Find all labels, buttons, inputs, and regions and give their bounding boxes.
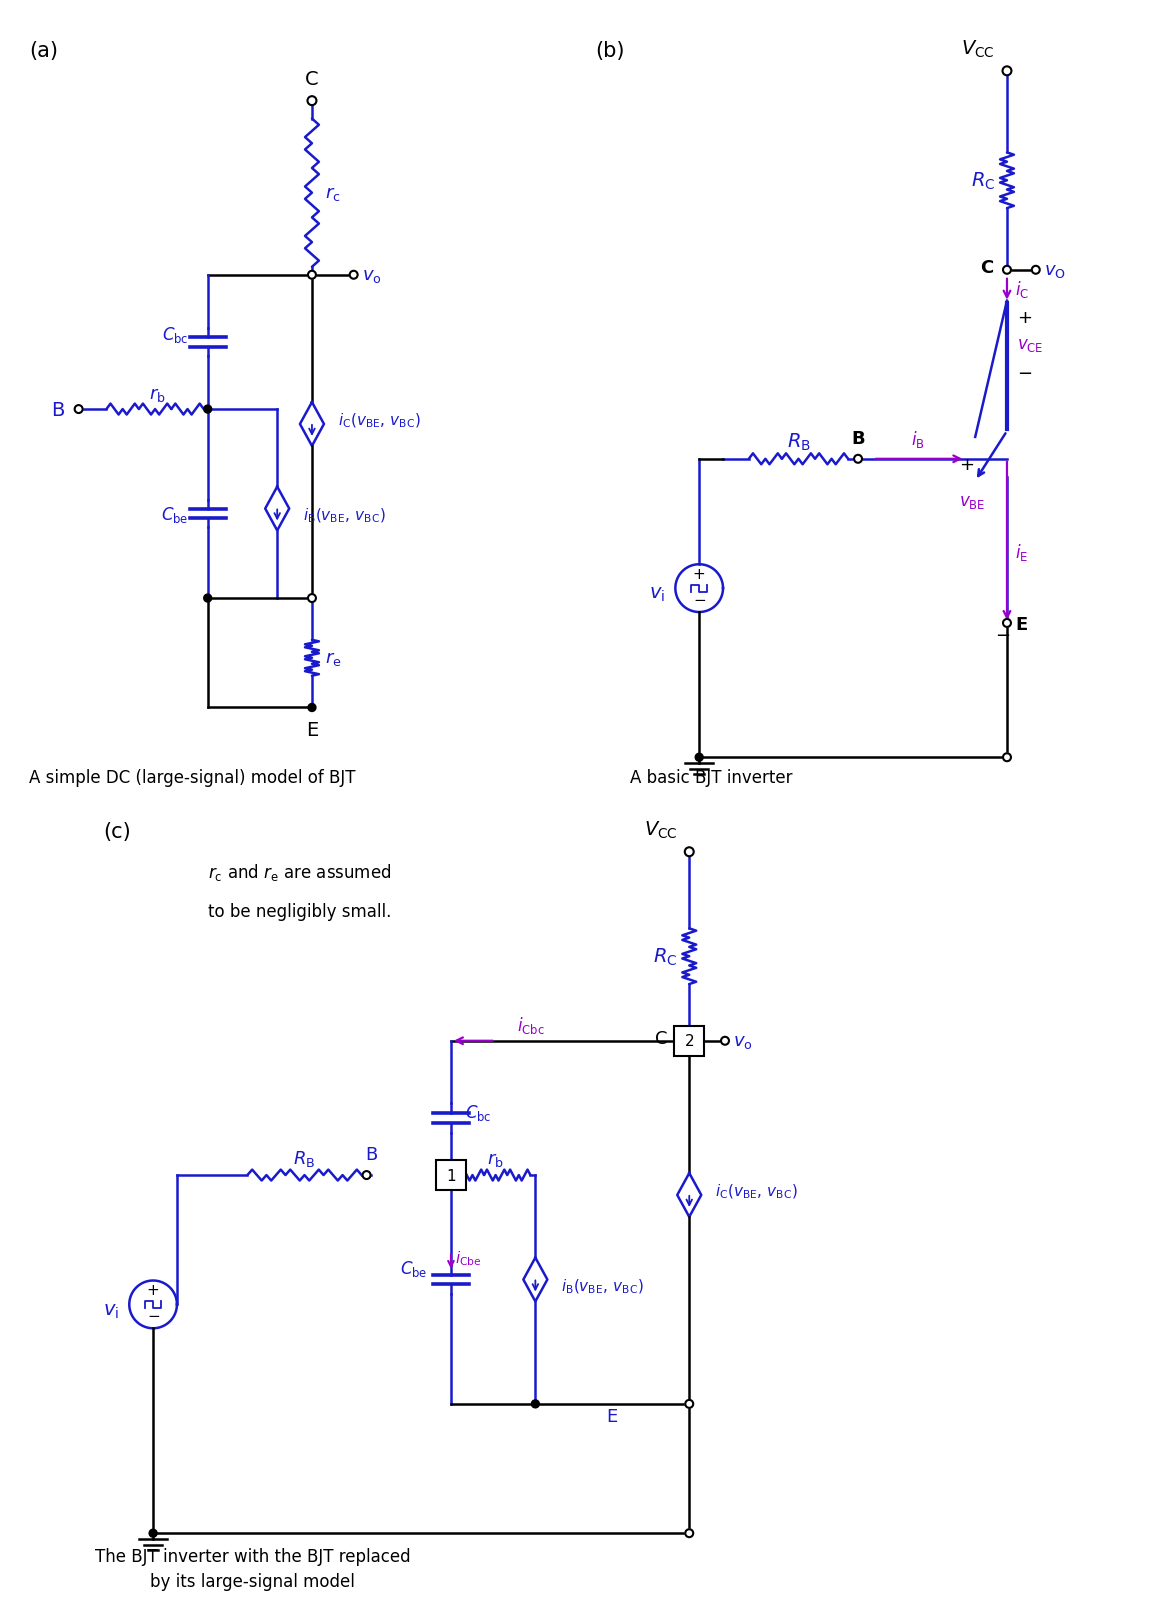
- Text: E: E: [607, 1406, 618, 1425]
- Text: +: +: [693, 567, 706, 582]
- Circle shape: [308, 96, 316, 106]
- Circle shape: [532, 1400, 540, 1408]
- Text: $-$: $-$: [995, 625, 1011, 643]
- Text: The BJT inverter with the BJT replaced: The BJT inverter with the BJT replaced: [95, 1548, 410, 1565]
- Text: $-$: $-$: [1016, 363, 1032, 381]
- Text: 2: 2: [684, 1033, 694, 1049]
- Circle shape: [1004, 267, 1011, 275]
- Text: $i_{\rm C}(v_{\rm BE},\,v_{\rm BC})$: $i_{\rm C}(v_{\rm BE},\,v_{\rm BC})$: [337, 411, 420, 431]
- Text: $i_{\rm Cbe}$: $i_{\rm Cbe}$: [456, 1249, 481, 1268]
- Text: $V_{\rm CC}$: $V_{\rm CC}$: [644, 820, 677, 840]
- Text: by its large-signal model: by its large-signal model: [150, 1572, 355, 1589]
- Text: B: B: [365, 1146, 378, 1163]
- Text: C: C: [980, 259, 993, 276]
- Text: $i_{\rm B}(v_{\rm BE},\,v_{\rm BC})$: $i_{\rm B}(v_{\rm BE},\,v_{\rm BC})$: [561, 1276, 644, 1295]
- Text: $r_{\rm c}$: $r_{\rm c}$: [324, 185, 341, 202]
- Text: to be negligibly small.: to be negligibly small.: [207, 903, 391, 921]
- Text: $r_{\rm b}$: $r_{\rm b}$: [487, 1151, 504, 1168]
- Text: $C_{\rm be}$: $C_{\rm be}$: [162, 505, 189, 524]
- Text: $v_{\rm i}$: $v_{\rm i}$: [103, 1300, 119, 1319]
- Text: $C_{\rm be}$: $C_{\rm be}$: [400, 1258, 427, 1278]
- Text: $v_{\rm BE}$: $v_{\rm BE}$: [959, 492, 986, 511]
- Text: $R_{\rm B}$: $R_{\rm B}$: [294, 1149, 316, 1168]
- Text: $i_{\rm E}$: $i_{\rm E}$: [1015, 542, 1028, 562]
- Text: (c): (c): [103, 821, 131, 842]
- Bar: [436, 1160, 466, 1191]
- Text: B: B: [52, 400, 64, 419]
- Text: $i_{\rm B}(v_{\rm BE},\,v_{\rm BC})$: $i_{\rm B}(v_{\rm BE},\,v_{\rm BC})$: [303, 506, 385, 524]
- Text: (b): (b): [595, 40, 624, 61]
- Text: $R_{\rm C}$: $R_{\rm C}$: [653, 947, 677, 967]
- Text: $R_{\rm C}$: $R_{\rm C}$: [971, 170, 995, 191]
- Text: $C_{\rm bc}$: $C_{\rm bc}$: [162, 325, 189, 346]
- Text: $i_{\rm Cbc}$: $i_{\rm Cbc}$: [516, 1014, 545, 1035]
- Circle shape: [75, 407, 83, 413]
- Text: $V_{\rm CC}$: $V_{\rm CC}$: [961, 39, 995, 59]
- Text: $r_{\rm c}$ and $r_{\rm e}$ are assumed: $r_{\rm c}$ and $r_{\rm e}$ are assumed: [207, 861, 391, 882]
- Text: A simple DC (large-signal) model of BJT: A simple DC (large-signal) model of BJT: [29, 768, 356, 786]
- Text: E: E: [1015, 615, 1027, 633]
- Text: $r_{\rm b}$: $r_{\rm b}$: [149, 386, 165, 403]
- Circle shape: [350, 272, 357, 280]
- Circle shape: [308, 272, 316, 280]
- Circle shape: [685, 1530, 693, 1538]
- Text: $i_{\rm B}$: $i_{\rm B}$: [911, 429, 924, 450]
- Text: (a): (a): [29, 40, 59, 61]
- Circle shape: [696, 754, 703, 762]
- Text: A basic BJT inverter: A basic BJT inverter: [630, 768, 793, 786]
- Circle shape: [1002, 67, 1012, 76]
- Circle shape: [363, 1172, 370, 1180]
- Text: $v_{\rm CE}$: $v_{\rm CE}$: [1016, 336, 1043, 354]
- Text: $-$: $-$: [146, 1306, 159, 1321]
- Text: $v_{\rm o}$: $v_{\rm o}$: [362, 267, 382, 284]
- Text: $-$: $-$: [692, 591, 706, 606]
- Circle shape: [204, 595, 212, 603]
- Circle shape: [721, 1037, 730, 1045]
- Text: C: C: [306, 69, 319, 88]
- Text: $R_{\rm B}$: $R_{\rm B}$: [787, 432, 810, 453]
- Circle shape: [854, 455, 862, 463]
- Circle shape: [308, 704, 316, 712]
- Circle shape: [1004, 620, 1011, 627]
- Bar: [674, 1027, 704, 1056]
- Text: $C_{\rm bc}$: $C_{\rm bc}$: [465, 1102, 492, 1122]
- Text: +: +: [1016, 309, 1032, 326]
- Text: +: +: [146, 1282, 159, 1297]
- Circle shape: [204, 407, 212, 413]
- Text: $v_{\rm o}$: $v_{\rm o}$: [733, 1032, 753, 1049]
- Text: 1: 1: [446, 1168, 456, 1183]
- Text: $r_{\rm e}$: $r_{\rm e}$: [324, 649, 342, 667]
- Text: +: +: [959, 455, 974, 474]
- Circle shape: [685, 1400, 693, 1408]
- Circle shape: [1032, 267, 1040, 275]
- Text: E: E: [306, 722, 319, 739]
- Text: $v_{\rm i}$: $v_{\rm i}$: [650, 585, 665, 604]
- Text: $v_{\rm O}$: $v_{\rm O}$: [1043, 262, 1066, 280]
- Circle shape: [308, 595, 316, 603]
- Text: $i_{\rm C}(v_{\rm BE},\,v_{\rm BC})$: $i_{\rm C}(v_{\rm BE},\,v_{\rm BC})$: [715, 1183, 797, 1200]
- Circle shape: [685, 848, 693, 857]
- Circle shape: [149, 1530, 157, 1538]
- Circle shape: [1004, 754, 1011, 762]
- Text: C: C: [655, 1028, 667, 1048]
- Text: B: B: [851, 429, 865, 448]
- Text: $i_{\rm C}$: $i_{\rm C}$: [1015, 280, 1029, 301]
